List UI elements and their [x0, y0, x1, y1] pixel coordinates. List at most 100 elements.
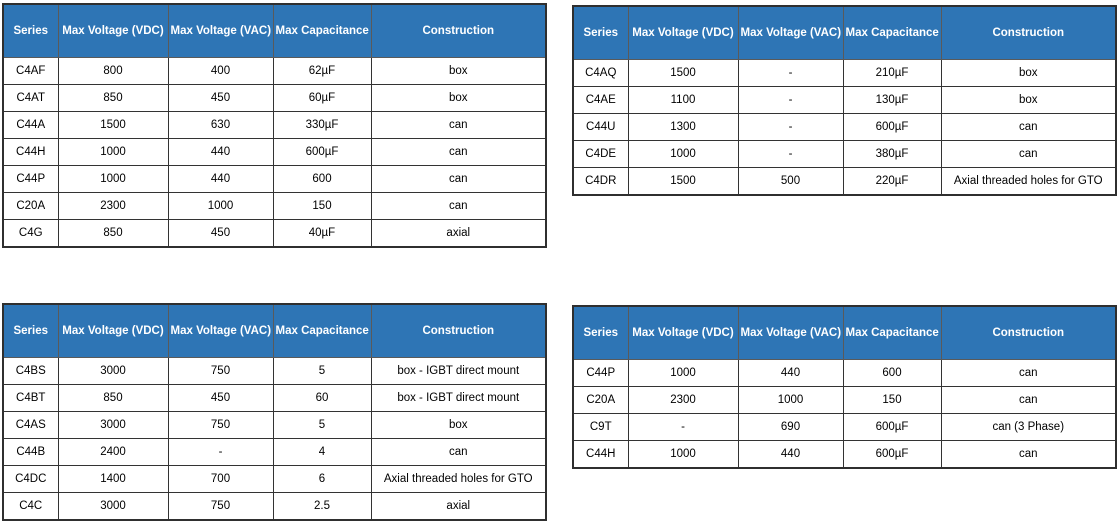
- table-row: C44H 1000 440 600µF can: [2, 138, 547, 166]
- series-cell: C4DC: [2, 465, 59, 493]
- table-cell: 2.5: [272, 492, 372, 521]
- table-cell: 6: [272, 465, 372, 493]
- series-cell: C20A: [572, 386, 629, 414]
- table-cell: can: [370, 192, 547, 220]
- table-cell: 600µF: [842, 113, 942, 141]
- table-cell: box - IGBT direct mount: [370, 384, 547, 412]
- column-header: Series: [2, 3, 59, 58]
- series-cell: C44H: [2, 138, 59, 166]
- table-cell: 62µF: [272, 57, 372, 85]
- table-cell: 1000: [57, 138, 169, 166]
- table-row: C4AQ 1500-210µF box: [572, 59, 1117, 87]
- table-cell: 1000: [167, 192, 274, 220]
- table-row: C20A 2300 1000 150 can: [572, 386, 1117, 414]
- table-cell: 600µF: [842, 440, 942, 469]
- table-cell: 1500: [57, 111, 169, 139]
- column-header: Max Voltage (VDC): [627, 305, 739, 360]
- table-cell: 440: [737, 359, 844, 387]
- series-cell: C44P: [572, 359, 629, 387]
- series-cell: C44U: [572, 113, 629, 141]
- table-cell: box: [940, 59, 1117, 87]
- table-cell: 850: [57, 84, 169, 112]
- table-cell: 210µF: [842, 59, 942, 87]
- header-row: Series Max Voltage (VDC) Max Voltage (VAC)…: [2, 3, 547, 58]
- series-cell: C44B: [2, 438, 59, 466]
- table-cell: 850: [57, 384, 169, 412]
- header-row: Series Max Voltage (VDC) Max Voltage (VAC)…: [2, 303, 547, 358]
- table-container-top-left: Series Max Voltage (VDC) Max Voltage (VAC)…: [2, 3, 547, 248]
- table-cell: box: [370, 57, 547, 85]
- column-header: Max Voltage (VAC): [737, 5, 844, 60]
- series-cell: C20A: [2, 192, 59, 220]
- table-cell: 4: [272, 438, 372, 466]
- table-row: C4AS 3000 750 5 box: [2, 411, 547, 439]
- table-cell: 330µF: [272, 111, 372, 139]
- table-cell: 2300: [627, 386, 739, 414]
- series-cell: C4G: [2, 219, 59, 248]
- column-header: Max Voltage (VAC): [737, 305, 844, 360]
- column-header: Construction: [940, 5, 1117, 60]
- table-cell: -: [737, 59, 844, 87]
- series-cell: C4AS: [2, 411, 59, 439]
- series-cell: C4AQ: [572, 59, 629, 87]
- column-header: Max Capacitance: [842, 305, 942, 360]
- table-cell: 5: [272, 411, 372, 439]
- table-cell: axial: [370, 219, 547, 248]
- table-container-bottom-left: Series Max Voltage (VDC) Max Voltage (VAC)…: [2, 303, 547, 521]
- series-cell: C4BS: [2, 357, 59, 385]
- table-cell: can: [940, 440, 1117, 469]
- series-cell: C44H: [572, 440, 629, 469]
- table-cell: -: [737, 140, 844, 168]
- table-cell: can: [370, 111, 547, 139]
- column-header: Max Voltage (VDC): [57, 3, 169, 58]
- table-cell: 750: [167, 492, 274, 521]
- table-cell: box - IGBT direct mount: [370, 357, 547, 385]
- capacitor-table-top-left: Series Max Voltage (VDC) Max Voltage (VAC)…: [2, 3, 547, 248]
- header-row: Series Max Voltage (VDC) Max Voltage (VAC)…: [572, 305, 1117, 360]
- table-cell: can: [940, 386, 1117, 414]
- table-cell: 450: [167, 384, 274, 412]
- table-container-bottom-right: Series Max Voltage (VDC) Max Voltage (VAC)…: [572, 305, 1117, 469]
- table-cell: 1000: [627, 359, 739, 387]
- table-cell: 150: [272, 192, 372, 220]
- capacitor-table-bottom-left: Series Max Voltage (VDC) Max Voltage (VAC)…: [2, 303, 547, 521]
- series-cell: C4BT: [2, 384, 59, 412]
- column-header: Construction: [370, 303, 547, 358]
- table-row: C4BT 850 450 60 box - IGBT direct mount: [2, 384, 547, 412]
- table-cell: box: [940, 86, 1117, 114]
- table-cell: 1500: [627, 59, 739, 87]
- table-cell: 400: [167, 57, 274, 85]
- table-cell: can: [370, 438, 547, 466]
- table-cell: 2400: [57, 438, 169, 466]
- table-row: C44H 1000 440 600µF can: [572, 440, 1117, 469]
- table-row: C4DC 1400 700 6 Axial threaded holes for GTO: [2, 465, 547, 493]
- table-cell: 600µF: [842, 413, 942, 441]
- column-header: Max Voltage (VAC): [167, 3, 274, 58]
- table-cell: 220µF: [842, 167, 942, 196]
- table-cell: 630: [167, 111, 274, 139]
- table-cell: 690: [737, 413, 844, 441]
- column-header: Series: [2, 303, 59, 358]
- table-cell: 3000: [57, 357, 169, 385]
- table-cell: 1400: [57, 465, 169, 493]
- column-header: Max Capacitance: [842, 5, 942, 60]
- table-cell: -: [737, 113, 844, 141]
- table-cell: Axial threaded holes for GTO: [940, 167, 1117, 196]
- table-cell: can (3 Phase): [940, 413, 1117, 441]
- table-row: C4BS 3000 750 5 box - IGBT direct mount: [2, 357, 547, 385]
- column-header: Construction: [940, 305, 1117, 360]
- series-cell: C4AF: [2, 57, 59, 85]
- table-cell: can: [370, 165, 547, 193]
- table-cell: 1500: [627, 167, 739, 196]
- table-cell: axial: [370, 492, 547, 521]
- table-row: C44P 1000 440 600 can: [2, 165, 547, 193]
- table-cell: box: [370, 84, 547, 112]
- series-cell: C44P: [2, 165, 59, 193]
- table-row: C4DR 1500 500 220µF Axial threaded holes for…: [572, 167, 1117, 196]
- table-cell: can: [940, 113, 1117, 141]
- table-cell: 60µF: [272, 84, 372, 112]
- series-cell: C4AE: [572, 86, 629, 114]
- table-cell: 1100: [627, 86, 739, 114]
- column-header: Max Voltage (VAC): [167, 303, 274, 358]
- table-row: C4C 3000 750 2.5 axial: [2, 492, 547, 521]
